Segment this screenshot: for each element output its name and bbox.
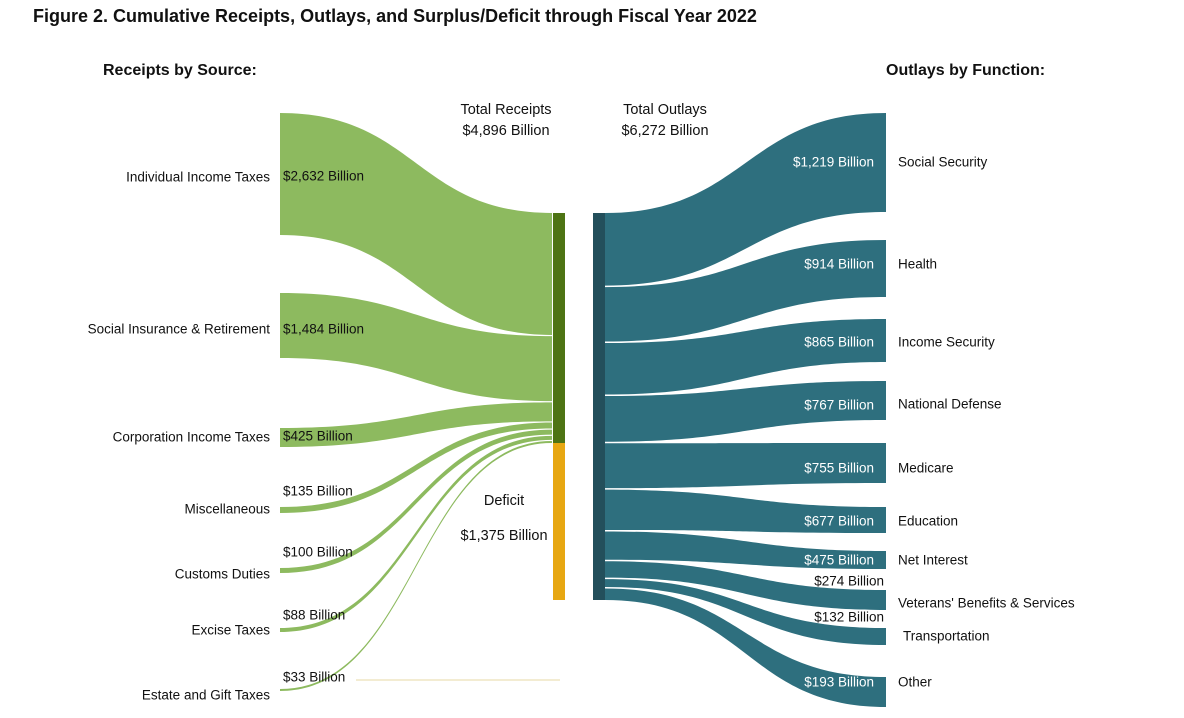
- source-label-estate-and-gift-taxes: Estate and Gift Taxes: [141, 687, 270, 703]
- function-value-income-security: $865 Billion: [804, 334, 874, 350]
- source-label-excise-taxes: Excise Taxes: [191, 622, 270, 638]
- function-label-transportation: Transportation: [903, 628, 990, 644]
- total-receipts-label: Total Receipts: [460, 102, 552, 119]
- flow-estate-and-gift-taxes: [280, 441, 552, 691]
- flow-social-security: [605, 113, 886, 286]
- function-value-national-defense: $767 Billion: [804, 397, 874, 413]
- flow-medicare: [605, 443, 886, 489]
- flow-health: [605, 240, 886, 342]
- flow-net-interest: [605, 531, 886, 569]
- source-label-individual-income-taxes: Individual Income Taxes: [126, 169, 270, 185]
- source-label-customs-duties: Customs Duties: [174, 566, 270, 582]
- total-receipts-value: $4,896 Billion: [462, 123, 550, 140]
- total-outlays-node: [593, 213, 605, 600]
- flow-veterans-benefits-services: [605, 561, 886, 610]
- function-value-medicare: $755 Billion: [804, 460, 874, 476]
- function-value-health: $914 Billion: [804, 256, 874, 272]
- total-outlays-value: $6,272 Billion: [621, 123, 709, 140]
- source-value-corporation-income-taxes: $425 Billion: [283, 428, 353, 444]
- function-label-medicare: Medicare: [898, 460, 954, 476]
- flow-excise-taxes: [280, 435, 552, 632]
- total-outlays-label: Total Outlays: [623, 102, 707, 119]
- flow-individual-income-taxes: [280, 113, 552, 335]
- function-label-net-interest: Net Interest: [898, 552, 968, 568]
- function-label-health: Health: [898, 256, 938, 272]
- figure-title: Figure 2. Cumulative Receipts, Outlays, …: [33, 6, 757, 26]
- flow-transportation: [605, 579, 886, 645]
- source-value-excise-taxes: $88 Billion: [283, 607, 346, 623]
- deficit-node: [553, 443, 565, 600]
- source-value-social-insurance-retirement: $1,484 Billion: [283, 321, 365, 337]
- flow-corporation-income-taxes: [280, 402, 552, 447]
- function-label-income-security: Income Security: [898, 334, 995, 350]
- flow-income-security: [605, 319, 886, 395]
- function-label-veterans-benefits-services: Veterans' Benefits & Services: [898, 595, 1075, 611]
- deficit-label: Deficit: [483, 493, 525, 510]
- flow-miscellaneous: [280, 422, 552, 513]
- flow-national-defense: [605, 381, 886, 442]
- source-value-miscellaneous: $135 Billion: [283, 483, 353, 499]
- source-label-miscellaneous: Miscellaneous: [184, 501, 270, 517]
- function-label-education: Education: [898, 513, 959, 529]
- receipts-by-source-header: Receipts by Source:: [103, 62, 257, 79]
- flow-customs-duties: [280, 429, 552, 573]
- source-value-estate-and-gift-taxes: $33 Billion: [283, 669, 346, 685]
- outlays-by-function-header: Outlays by Function:: [886, 62, 1046, 79]
- deficit-value: $1,375 Billion: [460, 528, 548, 545]
- source-label-social-insurance-retirement: Social Insurance & Retirement: [87, 321, 270, 337]
- deficit-hairline: [356, 679, 560, 681]
- flow-other: [605, 588, 886, 707]
- function-value-net-interest: $475 Billion: [804, 552, 874, 568]
- flow-education: [605, 489, 886, 533]
- function-value-education: $677 Billion: [804, 513, 874, 529]
- source-value-customs-duties: $100 Billion: [283, 544, 353, 560]
- source-value-individual-income-taxes: $2,632 Billion: [283, 168, 365, 184]
- function-value-transportation: $132 Billion: [814, 609, 884, 625]
- total-receipts-node: [553, 213, 565, 443]
- function-value-other: $193 Billion: [804, 674, 874, 690]
- function-label-other: Other: [898, 674, 932, 690]
- function-value-veterans-benefits-services: $274 Billion: [814, 573, 884, 589]
- source-label-corporation-income-taxes: Corporation Income Taxes: [112, 429, 270, 445]
- function-label-social-security: Social Security: [898, 154, 988, 170]
- flow-social-insurance-retirement: [280, 293, 552, 402]
- function-value-social-security: $1,219 Billion: [792, 154, 874, 170]
- function-label-national-defense: National Defense: [898, 396, 1002, 412]
